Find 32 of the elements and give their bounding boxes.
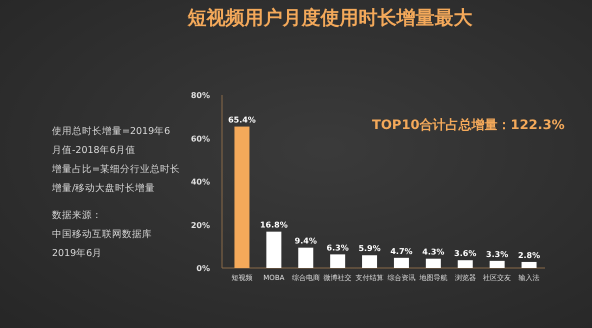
y-tick-label: 80% — [190, 91, 210, 100]
bar — [362, 255, 378, 268]
bar — [330, 254, 346, 268]
bar — [266, 232, 282, 268]
source-note: 数据来源： — [52, 209, 103, 223]
data-label: 5.9% — [358, 244, 381, 254]
data-label: 6.3% — [326, 243, 349, 252]
bar — [394, 258, 409, 268]
data-label: 3.6% — [454, 249, 476, 258]
y-tick-label: 0% — [196, 264, 210, 273]
y-tick-label: 40% — [190, 178, 210, 186]
bar — [426, 258, 441, 268]
chart-title: 短视频用户月度使用时长增量最大 — [186, 7, 474, 29]
data-label: 4.3% — [422, 248, 444, 257]
data-label: 2.8% — [518, 250, 540, 260]
bar — [458, 260, 473, 268]
y-tick-label: 20% — [190, 220, 210, 230]
text: 中国移动互联网数据库 — [52, 228, 153, 242]
annotation: TOP10合计占总增量：122.3% — [372, 117, 565, 133]
text: 2019年6月 — [52, 247, 104, 261]
data-label: 16.8% — [260, 220, 288, 230]
text: 使用总时长增量=2019年6月值-2018年6月值 — [52, 125, 172, 158]
data-label: 9.4% — [294, 236, 317, 246]
bar — [490, 260, 505, 268]
y-tick-label: 60% — [190, 134, 210, 144]
bar — [234, 126, 250, 268]
bar — [522, 262, 537, 268]
bar — [298, 248, 314, 268]
data-label: 4.7% — [390, 246, 413, 256]
text: 增量占比=某细分行业总时长增量/移动大盘时长增量 — [52, 163, 180, 196]
data-label: 3.3% — [486, 250, 508, 259]
data-label: 65.4% — [228, 116, 256, 125]
